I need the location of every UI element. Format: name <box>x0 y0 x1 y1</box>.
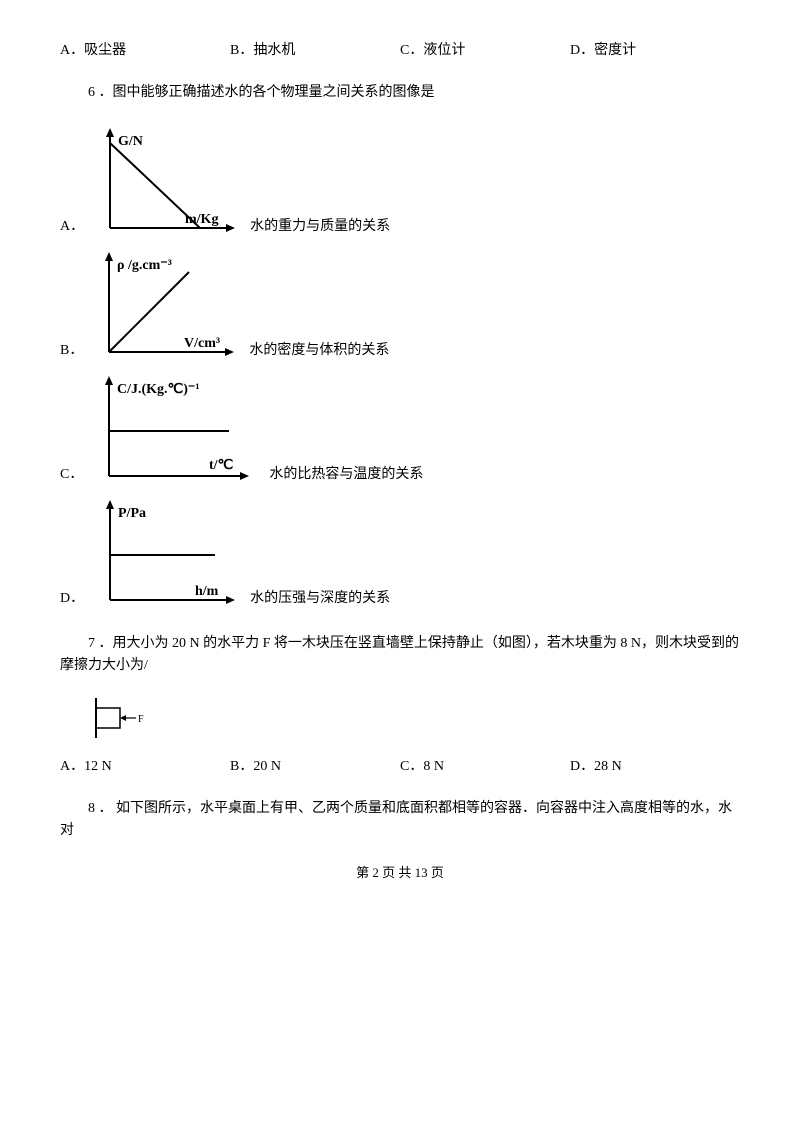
q6-b-ylabel: ρ /g.cm⁻³ <box>117 258 172 273</box>
q6-graph-d: D． P/Pa h/m 水的压强与深度的关系 <box>60 495 740 615</box>
q6-b-label: B． <box>60 340 83 366</box>
q6-graph-c: C． C/J.(Kg.℃)⁻¹ t/℃ 水的比热容与温度的关系 <box>60 371 740 491</box>
q5-option-d: D．密度计 <box>570 40 740 62</box>
q8-text: 8 ． 如下图所示，水平桌面上有甲、乙两个质量和底面积都相等的容器．向容器中注入… <box>60 798 740 843</box>
q6-graph-b: B． ρ /g.cm⁻³ V/cm³ 水的密度与体积的关系 <box>60 247 740 367</box>
q6-c-label: C． <box>60 464 83 490</box>
q6-c-caption: 水的比热容与温度的关系 <box>269 464 423 490</box>
q7-option-a: A．12 N <box>60 756 230 778</box>
q6-d-xlabel: h/m <box>195 584 219 599</box>
q7-text: 7 ．用大小为 20 N 的水平力 F 将一木块压在竖直墙壁上保持静止（如图），… <box>60 633 740 678</box>
q7-force-label: F <box>138 714 144 725</box>
q6-b-chart: ρ /g.cm⁻³ V/cm³ <box>89 247 239 367</box>
q7-figure: F <box>90 696 740 741</box>
q6-a-xlabel: m/Kg <box>185 212 218 227</box>
q5-option-c: C．液位计 <box>400 40 570 62</box>
q6-d-label: D． <box>60 588 84 614</box>
q6-text: 6 ．图中能够正确描述水的各个物理量之间关系的图像是 <box>60 82 740 104</box>
q6-b-caption: 水的密度与体积的关系 <box>249 340 389 366</box>
q5-option-b: B．抽水机 <box>230 40 400 62</box>
q6-a-chart: G/N m/Kg <box>90 123 240 243</box>
q6-c-ylabel: C/J.(Kg.℃)⁻¹ <box>117 382 200 397</box>
q7-options: A．12 N B．20 N C．8 N D．28 N <box>60 756 740 778</box>
q7-option-c: C．8 N <box>400 756 570 778</box>
q7-option-d: D．28 N <box>570 756 740 778</box>
q7-option-b: B．20 N <box>230 756 400 778</box>
q6-d-caption: 水的压强与深度的关系 <box>250 588 390 614</box>
q6-a-ylabel: G/N <box>118 134 143 149</box>
q6-d-chart: P/Pa h/m <box>90 495 240 615</box>
q6-a-caption: 水的重力与质量的关系 <box>250 216 390 242</box>
page-footer: 第 2 页 共 13 页 <box>60 863 740 884</box>
q6-b-xlabel: V/cm³ <box>184 336 220 351</box>
q6-c-chart: C/J.(Kg.℃)⁻¹ t/℃ <box>89 371 259 491</box>
q6-c-xlabel: t/℃ <box>209 458 234 473</box>
q6-a-label: A． <box>60 216 84 242</box>
q6-d-ylabel: P/Pa <box>118 506 146 521</box>
q5-options: A．吸尘器 B．抽水机 C．液位计 D．密度计 <box>60 40 740 62</box>
q6-graph-a: A． G/N m/Kg 水的重力与质量的关系 <box>60 123 740 243</box>
q5-option-a: A．吸尘器 <box>60 40 230 62</box>
